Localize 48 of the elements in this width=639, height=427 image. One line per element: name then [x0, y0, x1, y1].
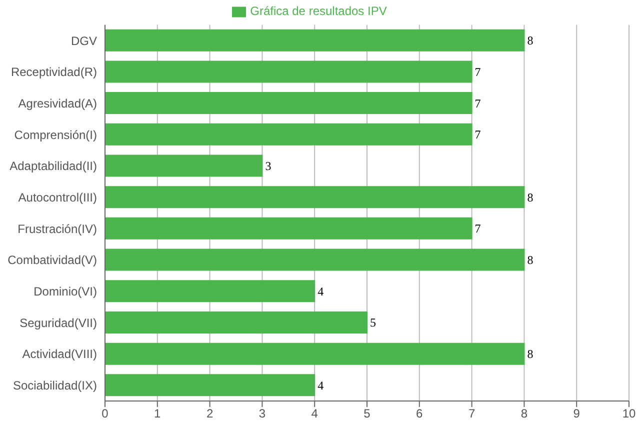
bar	[105, 311, 368, 334]
data-label: 7	[474, 64, 481, 79]
bar	[105, 374, 316, 396]
x-tick-label: 7	[468, 406, 476, 421]
data-label: 8	[527, 253, 534, 268]
y-tick-label: Agresividad(A)	[18, 96, 97, 110]
x-tick-label: 9	[573, 406, 580, 421]
x-tick-label: 2	[206, 406, 214, 421]
y-tick-label: Actividad(VIII)	[22, 347, 97, 362]
bar	[105, 92, 472, 114]
data-label: 8	[527, 34, 534, 48]
bar	[105, 280, 316, 302]
x-tick-label: 0	[102, 406, 109, 421]
data-label: 7	[474, 222, 481, 236]
bar	[105, 342, 525, 365]
y-tick-label: Frustración(IV)	[18, 222, 97, 236]
legend-label: Gráfica de resultados IPV	[250, 4, 387, 18]
y-tick-label: Comprensión(I)	[14, 128, 97, 142]
y-tick-label: Sociabilidad(IX)	[12, 378, 97, 393]
x-tick-label: 1	[154, 406, 162, 421]
x-tick-label: 6	[416, 406, 424, 421]
y-tick-label: Autocontrol(III)	[18, 190, 97, 204]
y-tick-label: DGV	[70, 34, 97, 48]
data-label: 8	[527, 347, 534, 362]
x-tick-label: 8	[520, 406, 528, 421]
y-tick-label: Receptividad(R)	[10, 65, 97, 80]
bar	[105, 154, 263, 177]
y-tick-label: Seguridad(VII)	[20, 316, 97, 330]
x-tick-label: 10	[622, 406, 636, 421]
data-label: 4	[318, 284, 324, 298]
data-label: 3	[265, 158, 272, 173]
bar	[105, 217, 472, 240]
bar	[105, 186, 525, 208]
x-tick-label: 4	[311, 406, 318, 421]
bar	[105, 123, 472, 146]
data-label: 4	[318, 378, 324, 392]
y-tick-label: Dominio(VI)	[34, 284, 97, 299]
y-tick-label: Adaptabilidad(II)	[10, 159, 97, 174]
y-tick-label: Combatividad(V)	[8, 253, 97, 268]
bar	[105, 60, 472, 83]
x-tick-label: 3	[258, 406, 266, 421]
data-label: 7	[474, 128, 481, 142]
data-label: 7	[474, 96, 481, 110]
x-tick-label: 5	[364, 406, 371, 421]
data-label: 5	[370, 316, 376, 330]
bar	[105, 248, 525, 271]
data-label: 8	[527, 190, 534, 204]
bar	[105, 29, 525, 52]
